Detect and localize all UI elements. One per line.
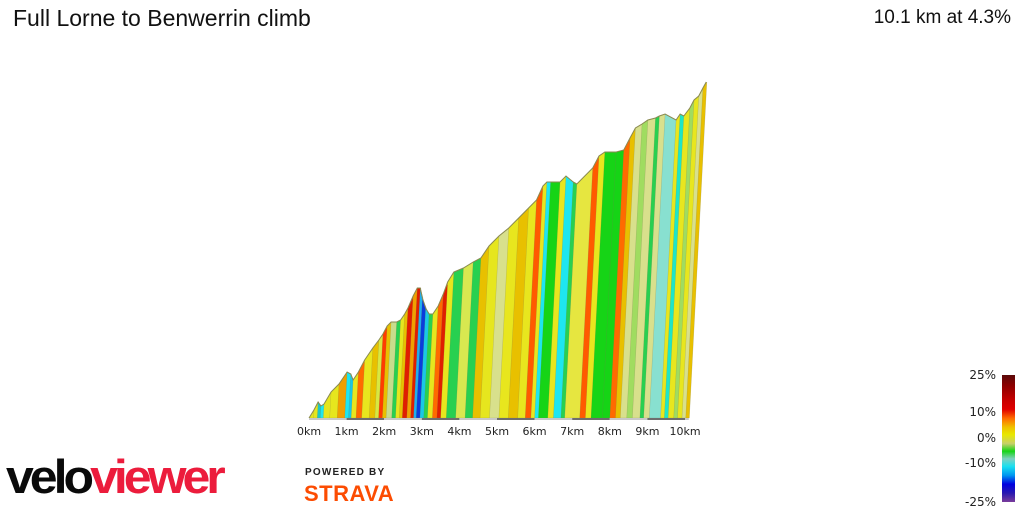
x-tick-label: 6km — [522, 425, 547, 438]
x-tick-label: 8km — [597, 425, 622, 438]
gradient-strips — [308, 81, 708, 419]
x-tick-label: 3km — [409, 425, 434, 438]
logo-viewer: viewer — [90, 450, 226, 504]
km-base-bar — [459, 418, 497, 420]
scale-label: 0% — [976, 431, 996, 445]
powered-by-label: POWERED BY — [305, 467, 386, 478]
logo-velo: velo — [6, 450, 94, 504]
climb-summary: 10.1 km at 4.3% — [873, 7, 1011, 28]
elevation-profile-chart — [308, 81, 708, 420]
km-base-bar — [685, 418, 689, 420]
km-base-bar — [309, 418, 347, 420]
page-title: Full Lorne to Benwerrin climb — [13, 5, 311, 31]
km-base-bar — [346, 418, 385, 420]
km-base-bar — [534, 418, 573, 420]
x-tick-label: 10km — [669, 425, 701, 438]
gradient-color-scale — [1002, 375, 1015, 502]
x-tick-label: 4km — [447, 425, 472, 438]
km-base-bars — [309, 418, 689, 420]
km-base-bar — [609, 418, 648, 420]
scale-label: 25% — [969, 368, 996, 382]
scale-label: -10% — [964, 456, 996, 470]
x-tick-label: 7km — [560, 425, 585, 438]
x-tick-label: 0km — [296, 425, 322, 438]
km-base-bar — [572, 418, 610, 420]
scale-label: -25% — [964, 495, 996, 509]
profile-outline — [308, 81, 707, 419]
km-base-bar — [497, 418, 535, 420]
km-base-bar — [647, 418, 685, 420]
km-base-bar — [421, 418, 460, 420]
x-tick-label: 5km — [484, 425, 510, 438]
strava-logo[interactable]: STRAVA — [304, 481, 395, 506]
x-tick-label: 2km — [372, 425, 397, 438]
scale-label: 10% — [969, 405, 996, 419]
x-tick-label: 1km — [334, 425, 359, 438]
km-base-bar — [384, 418, 422, 420]
x-tick-label: 9km — [635, 425, 660, 438]
veloviewer-logo[interactable]: veloviewer — [6, 450, 226, 504]
